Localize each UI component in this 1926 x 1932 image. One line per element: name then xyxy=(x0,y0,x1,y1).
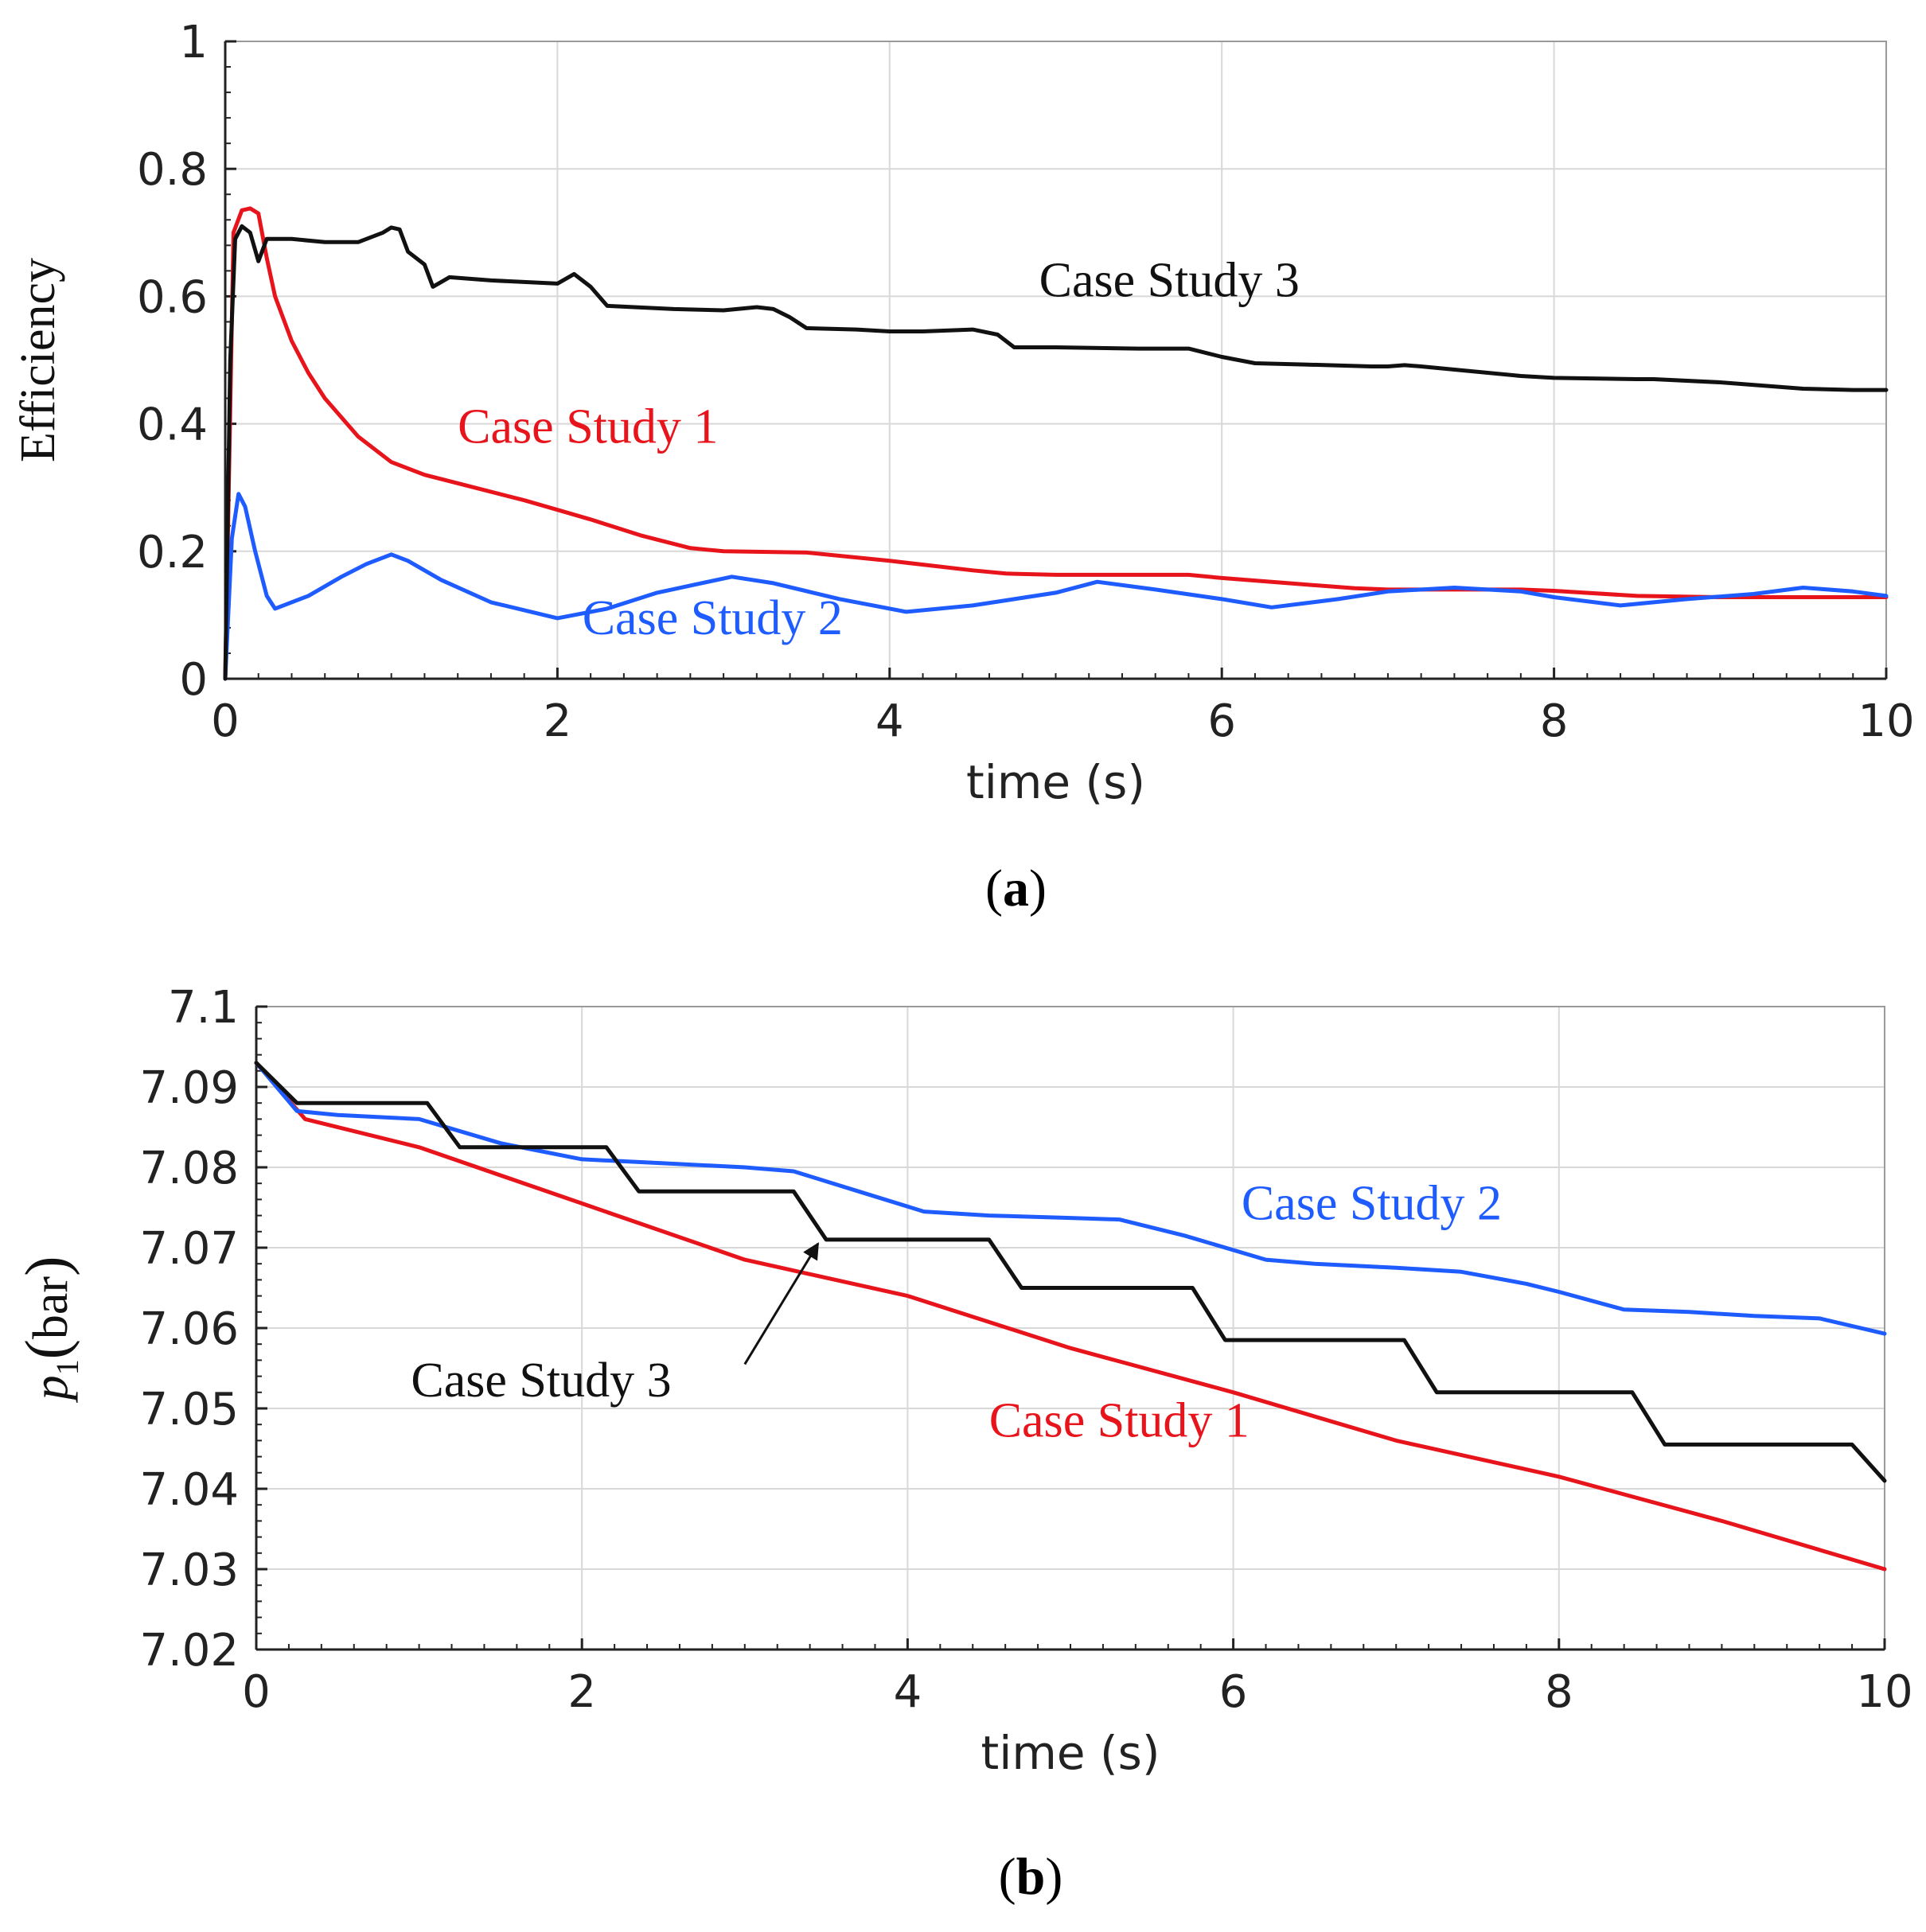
pressure-y-unit: bar xyxy=(24,1276,78,1340)
efficiency-series-case-study-3 xyxy=(223,224,1889,681)
efficiency-x-tick-label: 10 xyxy=(1858,695,1914,747)
panel-letter-b: b xyxy=(1016,1848,1046,1906)
pressure-y-var: p xyxy=(24,1375,78,1403)
efficiency-y-tick-label: 0.8 xyxy=(137,144,208,196)
pressure-y-tick-label: 7.03 xyxy=(139,1544,239,1596)
pressure-series-case-study-3 xyxy=(254,1061,1887,1483)
pressure-x-tick-label: 6 xyxy=(1219,1666,1248,1718)
efficiency-label-case-study-2: Case Study 2 xyxy=(583,591,843,645)
panel-letter-a: a xyxy=(1003,859,1029,917)
efficiency-y-tick-label: 0.2 xyxy=(137,527,208,578)
efficiency-series-labels: Case Study 1 Case Study 2 Case Study 3 xyxy=(458,253,1300,645)
pressure-y-tick-label: 7.06 xyxy=(139,1303,239,1355)
pressure-grid xyxy=(256,1007,1885,1650)
efficiency-x-tick-label: 4 xyxy=(875,695,904,747)
efficiency-label-case-study-1: Case Study 1 xyxy=(458,400,718,454)
efficiency-grid xyxy=(225,41,1886,679)
efficiency-y-tick-label: 1 xyxy=(179,17,208,68)
efficiency-y-tick-label: 0.6 xyxy=(137,271,208,323)
pressure-x-tick-label: 8 xyxy=(1545,1666,1573,1718)
pressure-axes: 0 2 4 6 8 10 7.02 7.03 7.04 7.05 7.06 7.07 7.08 7.09 7… xyxy=(139,982,1912,1718)
pressure-x-tick-label: 0 xyxy=(242,1666,271,1718)
pressure-series-labels: Case Study 1 Case Study 2 Case Study 3 xyxy=(411,1177,1502,1448)
efficiency-y-tick-label: 0 xyxy=(179,654,208,706)
pressure-x-axis-title: time (s) xyxy=(981,1726,1160,1780)
pressure-x-tick-label: 4 xyxy=(894,1666,922,1718)
efficiency-x-tick-label: 2 xyxy=(544,695,572,747)
efficiency-x-tick-label: 6 xyxy=(1207,695,1236,747)
efficiency-y-tick-label: 0.4 xyxy=(137,399,208,451)
pressure-chart: 0 2 4 6 8 10 7.02 7.03 7.04 7.05 7.06 7.07 7.08 7.09 7… xyxy=(14,982,1913,1906)
pressure-series xyxy=(254,1061,1887,1572)
pressure-x-tick-label: 2 xyxy=(567,1666,596,1718)
pressure-y-tick-label: 7.09 xyxy=(139,1062,239,1114)
pressure-label-case-study-1: Case Study 1 xyxy=(989,1393,1250,1447)
pressure-y-tick-label: 7.1 xyxy=(168,982,239,1034)
efficiency-x-axis-title: time (s) xyxy=(966,755,1145,809)
pressure-y-tick-label: 7.08 xyxy=(139,1143,239,1194)
efficiency-series xyxy=(223,206,1889,681)
efficiency-label-case-study-3: Case Study 3 xyxy=(1039,253,1300,307)
efficiency-x-tick-label: 8 xyxy=(1540,695,1569,747)
efficiency-plot-frame xyxy=(224,41,1887,680)
efficiency-x-tick-label: 0 xyxy=(211,695,240,747)
efficiency-axes: 0 2 4 6 8 10 0 0.2 0.4 0.6 0.8 1 xyxy=(137,17,1915,747)
pressure-y-subscript: 1 xyxy=(49,1359,85,1375)
pressure-x-tick-label: 10 xyxy=(1856,1666,1912,1718)
panel-label-a: (a) xyxy=(985,859,1047,917)
pressure-y-tick-label: 7.07 xyxy=(139,1223,239,1275)
pressure-series-case-study-2 xyxy=(254,1061,1887,1336)
pressure-y-tick-label: 7.04 xyxy=(139,1464,239,1516)
pressure-y-axis-title: p1(bar) xyxy=(14,1256,85,1404)
pressure-series-case-study-1 xyxy=(254,1061,1887,1572)
pressure-label-case-study-2: Case Study 2 xyxy=(1242,1177,1502,1231)
pressure-y-tick-label: 7.02 xyxy=(139,1625,239,1677)
case-study-3-arrow xyxy=(743,1242,820,1365)
pressure-label-case-study-3: Case Study 3 xyxy=(411,1354,671,1408)
pressure-y-tick-label: 7.05 xyxy=(139,1384,239,1435)
panel-label-b: (b) xyxy=(999,1848,1063,1906)
efficiency-y-axis-title: Efficiency xyxy=(11,258,65,462)
efficiency-series-case-study-2 xyxy=(223,492,1889,681)
